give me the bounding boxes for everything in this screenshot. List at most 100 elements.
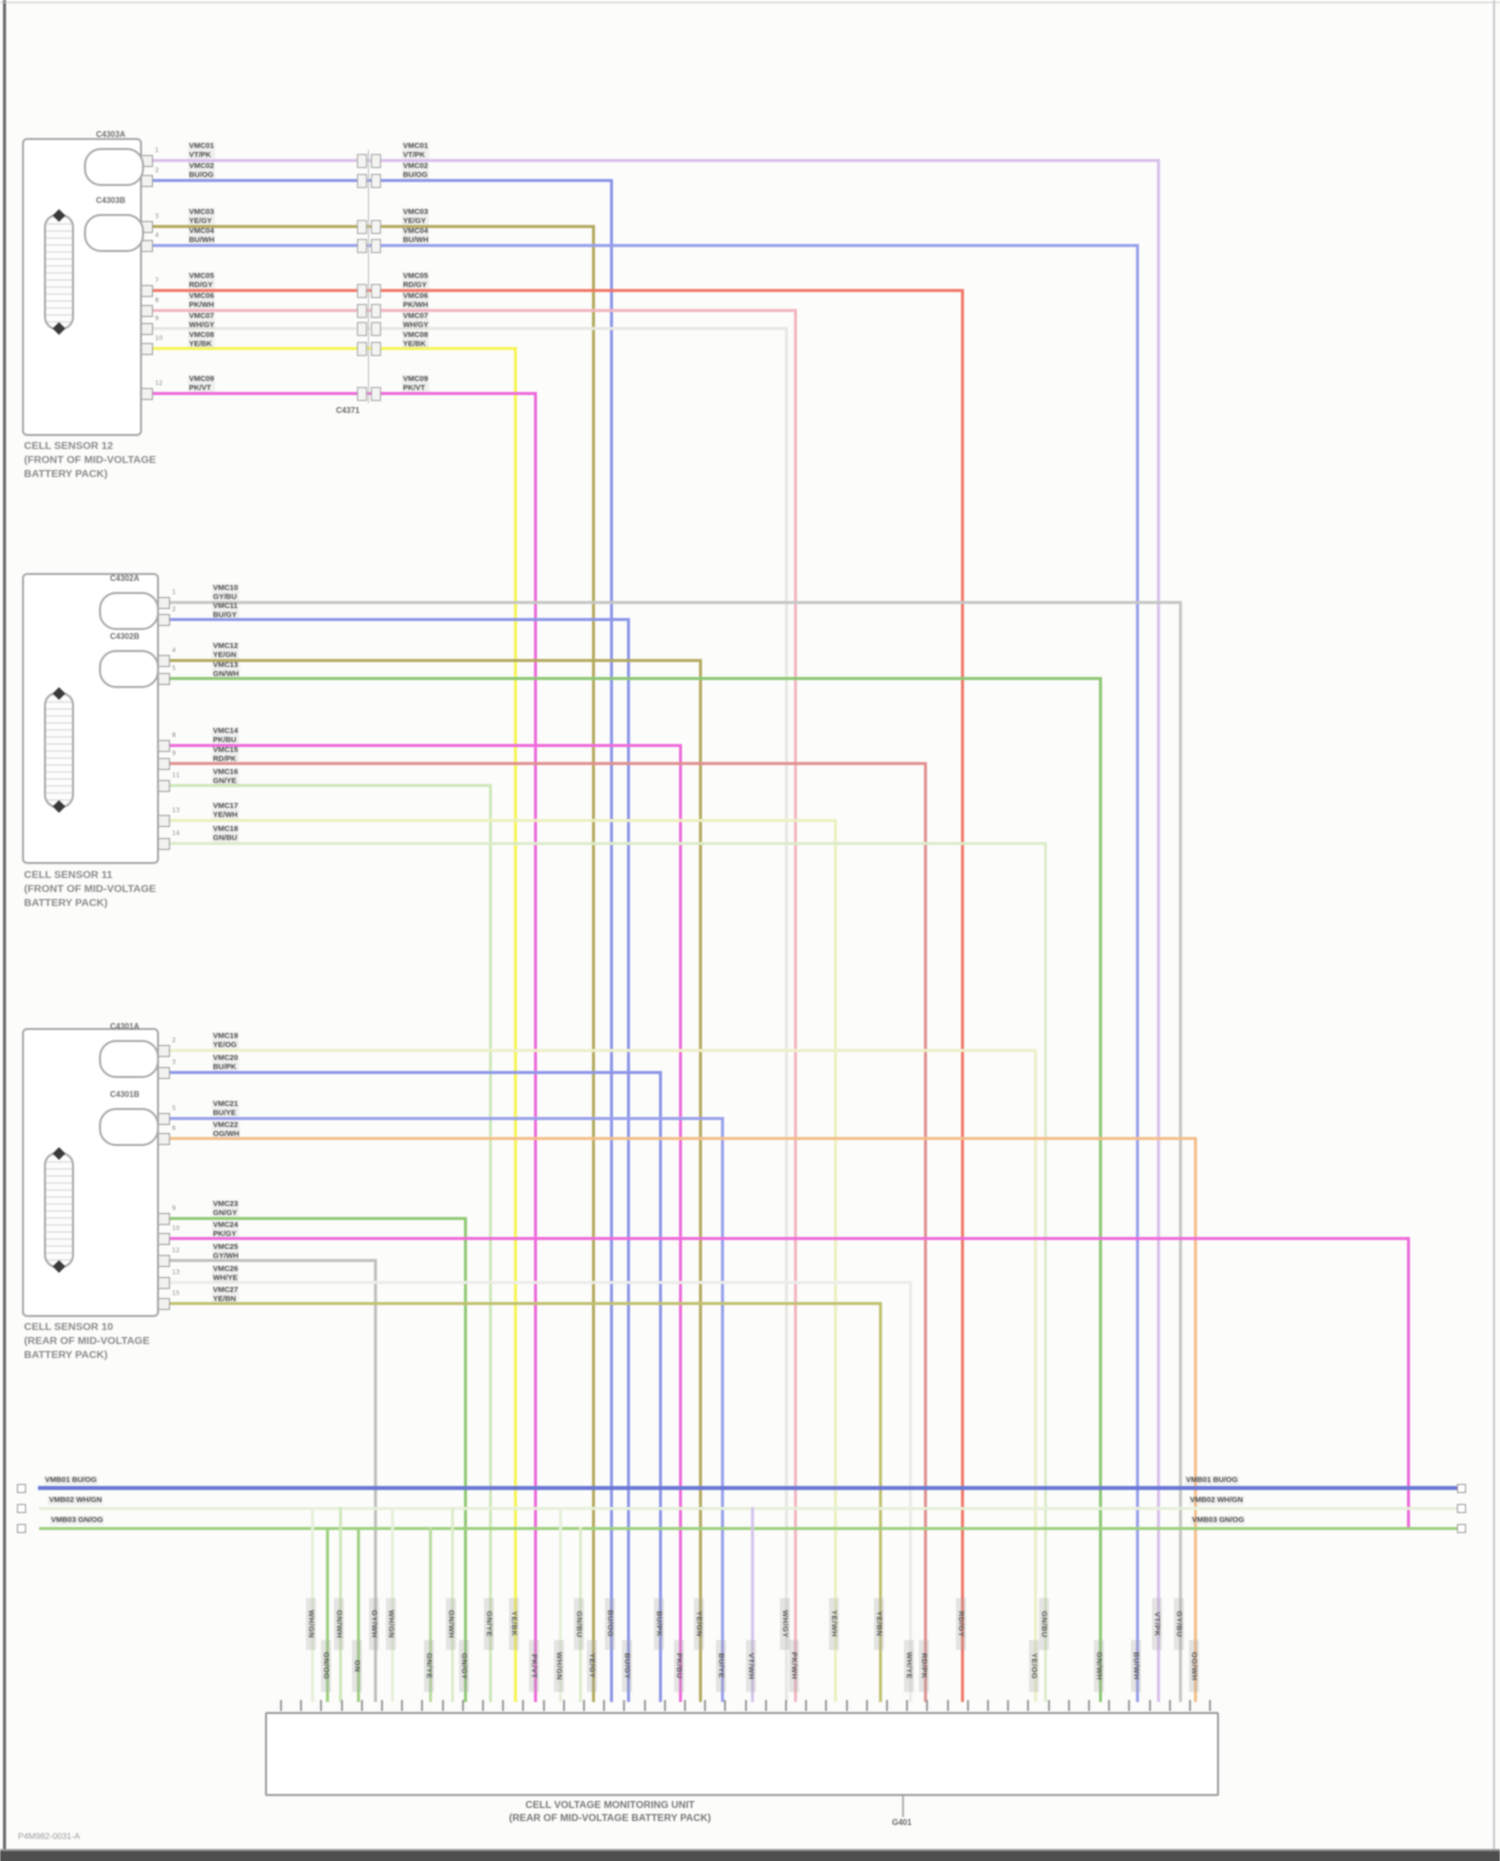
wire-vertical-label: YE/OG (1029, 1640, 1039, 1692)
connector-arrow-icon (52, 322, 66, 335)
wire-segment (591, 224, 595, 1702)
pin-number: 7 (155, 277, 159, 284)
wire-label: VMC01 VT/PK (402, 141, 430, 159)
wire-code: GN/GY (213, 1207, 238, 1217)
wire-code: YE/GY (189, 215, 212, 225)
wire-segment (373, 1258, 377, 1702)
wire-segment (166, 658, 702, 662)
wire-code: VMC24 (213, 1220, 239, 1229)
module-pin-tick (300, 1700, 303, 1711)
wire-code: VMC25 (213, 1242, 239, 1251)
inline-connector-box (371, 239, 381, 253)
wire-code: BU/OG (403, 169, 428, 179)
bus-tick (1457, 1504, 1466, 1513)
wire-segment (166, 1216, 467, 1220)
inline-connector-box (357, 239, 367, 253)
module-pin-tick (1128, 1700, 1131, 1711)
module-pin-tick (643, 1700, 646, 1711)
wire-vertical-label: BU/OG (605, 1598, 615, 1650)
connector-arrow-icon (52, 1147, 66, 1160)
wire-segment (1098, 676, 1102, 1702)
wire-vertical-label: GN/BU (574, 1598, 584, 1650)
wire-code: RD/PK (213, 753, 237, 763)
wire-label: VMC08 YE/BK (402, 330, 430, 348)
wire-code: BU/OG (189, 169, 214, 179)
pin-number: 12 (172, 1247, 180, 1254)
wire-segment (166, 1048, 1037, 1052)
wire-label: VMC07 WH/GY (402, 311, 430, 329)
wire-code: YE/BK (403, 338, 426, 348)
pin-number: 3 (172, 1059, 176, 1066)
connector-arrow-icon (52, 209, 66, 222)
inline-connector-box (357, 154, 367, 168)
connector-block-cell-sensor-12 (22, 138, 144, 436)
wire-label: VMB02 WH/GN (48, 1495, 103, 1505)
wire-label: VMB01 BU/OG (44, 1475, 98, 1485)
wire-label: VMC22 OG/WH (212, 1120, 241, 1138)
wire-segment (908, 1280, 912, 1702)
wire-label: VMC04 BU/WH (402, 226, 430, 244)
module-pin-tick (280, 1700, 282, 1711)
wire-code: RD/GY (189, 279, 213, 289)
module-pin-tick (764, 1700, 767, 1711)
wire-segment (166, 676, 1102, 680)
wire-vertical-label: GN/OG (321, 1640, 331, 1692)
wire-segment (578, 1526, 582, 1702)
wire-code: WH/GY (189, 319, 215, 329)
wire-label: VMC07 WH/GY (188, 311, 216, 329)
wire-segment (166, 1236, 1410, 1240)
wire-segment (149, 288, 964, 292)
wire-code: GN/WH (213, 668, 239, 678)
wire-vertical-label: WH/YE (904, 1640, 914, 1692)
ground-stub-label: G401 (892, 1818, 912, 1827)
pin-number: 13 (172, 1269, 180, 1276)
wire-segment (166, 743, 682, 747)
inline-connector-box (357, 220, 367, 234)
wire-label: VMC05 RD/GY (402, 271, 430, 289)
wire-code: VMC19 (213, 1031, 239, 1040)
wire-code: VMC21 (213, 1099, 239, 1108)
wire-code: VMC01 (189, 141, 215, 150)
connector-arrow-icon (52, 687, 66, 700)
inline-connector-box (357, 322, 367, 336)
wire-code: VMC09 (403, 374, 429, 383)
wire-segment (533, 391, 537, 1702)
wire-segment (38, 1526, 1457, 1530)
wire-vertical-label: BU/GY (622, 1640, 632, 1692)
wire-segment (488, 783, 492, 1702)
wire-code: PK/VT (189, 382, 212, 392)
module-pin-tick (865, 1700, 868, 1711)
wire-code: VMB03 GN/OG (51, 1515, 104, 1524)
connector-cavity-icon (84, 148, 144, 186)
wire-segment (166, 1116, 724, 1120)
wire-vertical-label: PK/VT (529, 1640, 539, 1692)
connector-id-label: C4302B (110, 632, 140, 641)
module-pin-tick (522, 1700, 525, 1711)
wire-vertical-label: BU/YE (716, 1640, 726, 1692)
wire-code: VMC22 (213, 1120, 239, 1129)
cell-voltage-monitoring-module (265, 1712, 1219, 1796)
pin-number: 3 (155, 213, 159, 220)
wire-segment (923, 761, 927, 1702)
block-caption-line: BATTERY PACK) (24, 897, 108, 909)
wire-label: VMC26 WH/YE (212, 1264, 240, 1282)
block-caption: CELL SENSOR 12 (FRONT OF MID-VOLTAGE BAT… (24, 439, 156, 481)
wire-vertical-label: GN/YE (424, 1640, 434, 1692)
module-pin-tick (1189, 1700, 1191, 1711)
wire-code: PK/WH (189, 299, 214, 309)
wire-label: VMC09 PK/VT (188, 374, 216, 392)
block-caption-line: (FRONT OF MID-VOLTAGE (24, 883, 157, 895)
wire-code: VMC04 (403, 226, 429, 235)
wire-code: VMC04 (189, 226, 215, 235)
page-top-border (0, 2, 1500, 3)
wire-vertical-label: GY/BU (1174, 1598, 1184, 1650)
wire-segment (166, 841, 1047, 845)
wire-segment (149, 158, 1160, 162)
wire-code: VMC07 (189, 311, 215, 320)
wire-code: VMC12 (213, 641, 239, 650)
wire-vertical-label: WH/GN (554, 1640, 564, 1692)
pin-number: 10 (155, 335, 163, 342)
wire-code: VMC08 (189, 330, 215, 339)
pin-number: 8 (155, 297, 159, 304)
wire-vertical-label: VT/WH (746, 1640, 756, 1692)
